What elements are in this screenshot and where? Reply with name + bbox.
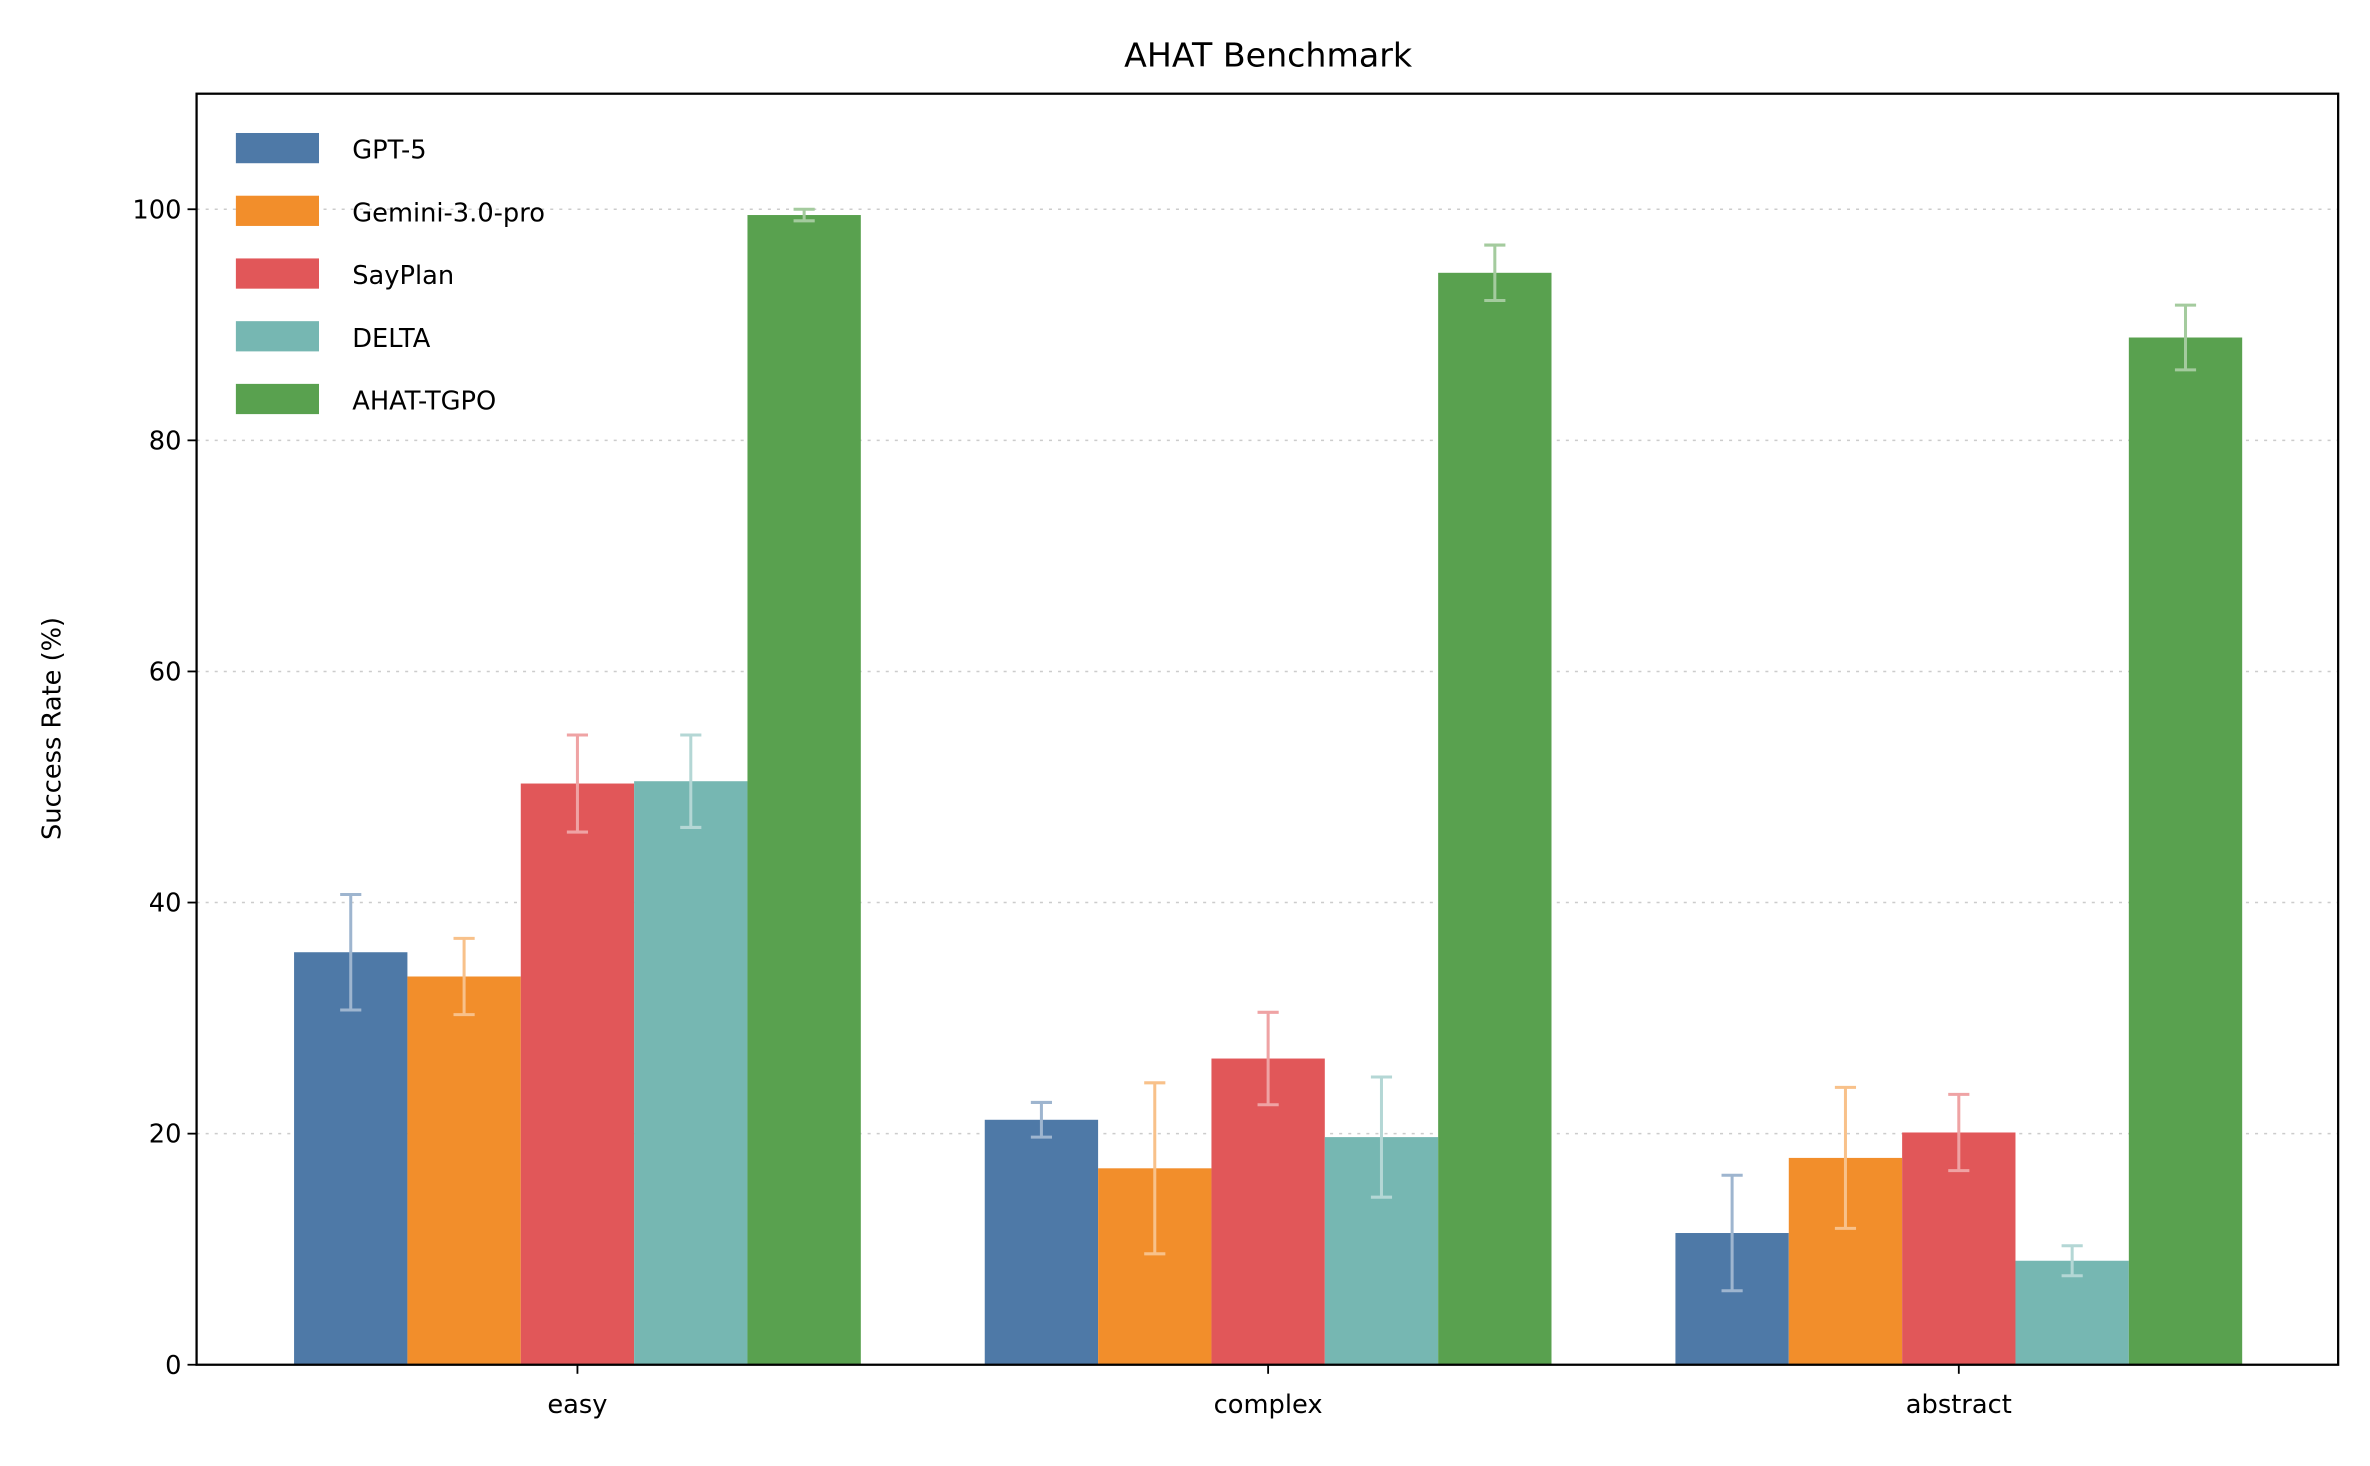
bar-SayPlan-complex — [1211, 1058, 1325, 1365]
error-bar-GPT-5-complex — [1030, 1100, 1053, 1139]
y-tick-label: 40 — [149, 889, 182, 919]
x-tick-label: abstract — [1906, 1390, 2012, 1420]
bar-AHAT-TGPO-abstract — [2128, 337, 2243, 1365]
legend: GPT-5 Gemini-3.0-pro SayPlan DELTA AHAT-TGPO — [235, 132, 545, 417]
legend-item: SayPlan — [235, 258, 454, 291]
legend-swatch — [235, 132, 320, 164]
legend-label: Gemini-3.0-pro — [352, 198, 545, 228]
legend-swatch — [235, 195, 320, 226]
legend-swatch — [235, 258, 320, 289]
bar-GPT-5-complex — [984, 1119, 1099, 1365]
legend-item: Gemini-3.0-pro — [235, 195, 545, 228]
error-bar-DELTA-complex — [1370, 1075, 1393, 1199]
error-bar-Gemini-3.0-pro-complex — [1144, 1081, 1166, 1256]
error-bar-Gemini-3.0-pro-abstract — [1834, 1085, 1857, 1230]
y-tick-label: 60 — [149, 658, 182, 688]
legend-item: AHAT-TGPO — [235, 383, 496, 417]
error-bar-SayPlan-easy — [566, 733, 589, 834]
y-tick-label: 80 — [149, 426, 182, 456]
legend-label: GPT-5 — [352, 136, 426, 166]
bar-SayPlan-easy — [520, 783, 635, 1365]
error-bar-DELTA-easy — [680, 733, 702, 829]
error-bar-GPT-5-easy — [340, 892, 362, 1012]
error-bar-SayPlan-abstract — [1948, 1092, 1970, 1173]
y-tick-label: 0 — [165, 1351, 181, 1381]
y-axis-label: Success Rate (%) — [38, 617, 68, 840]
bar-AHAT-TGPO-easy — [747, 215, 861, 1365]
y-tick-label: 100 — [132, 195, 181, 225]
legend-label: AHAT-TGPO — [352, 387, 496, 417]
error-bar-AHAT-TGPO-easy — [793, 207, 815, 223]
error-bar-GPT-5-abstract — [1721, 1173, 1743, 1293]
error-bar-SayPlan-complex — [1257, 1010, 1279, 1107]
x-tick-label: complex — [1214, 1390, 1323, 1420]
legend-label: DELTA — [352, 324, 430, 354]
legend-swatch — [235, 383, 320, 415]
legend-swatch — [235, 321, 320, 352]
legend-item: DELTA — [235, 321, 431, 354]
error-bar-AHAT-TGPO-complex — [1484, 243, 1506, 303]
bar-DELTA-easy — [634, 781, 748, 1365]
legend-label: SayPlan — [352, 261, 454, 291]
legend-item: GPT-5 — [235, 132, 427, 166]
bar-GPT-5-easy — [294, 952, 408, 1365]
error-bar-Gemini-3.0-pro-easy — [453, 936, 475, 1017]
error-bar-AHAT-TGPO-abstract — [2174, 303, 2197, 372]
chart-title: AHAT Benchmark — [1124, 35, 1413, 74]
error-bar-DELTA-abstract — [2061, 1244, 2083, 1278]
bar-AHAT-TGPO-complex — [1438, 272, 1552, 1365]
x-tick-label: easy — [547, 1390, 607, 1420]
bar-Gemini-3.0-pro-easy — [407, 976, 521, 1365]
bar-DELTA-abstract — [2015, 1260, 2129, 1365]
y-tick-label: 20 — [149, 1120, 182, 1150]
